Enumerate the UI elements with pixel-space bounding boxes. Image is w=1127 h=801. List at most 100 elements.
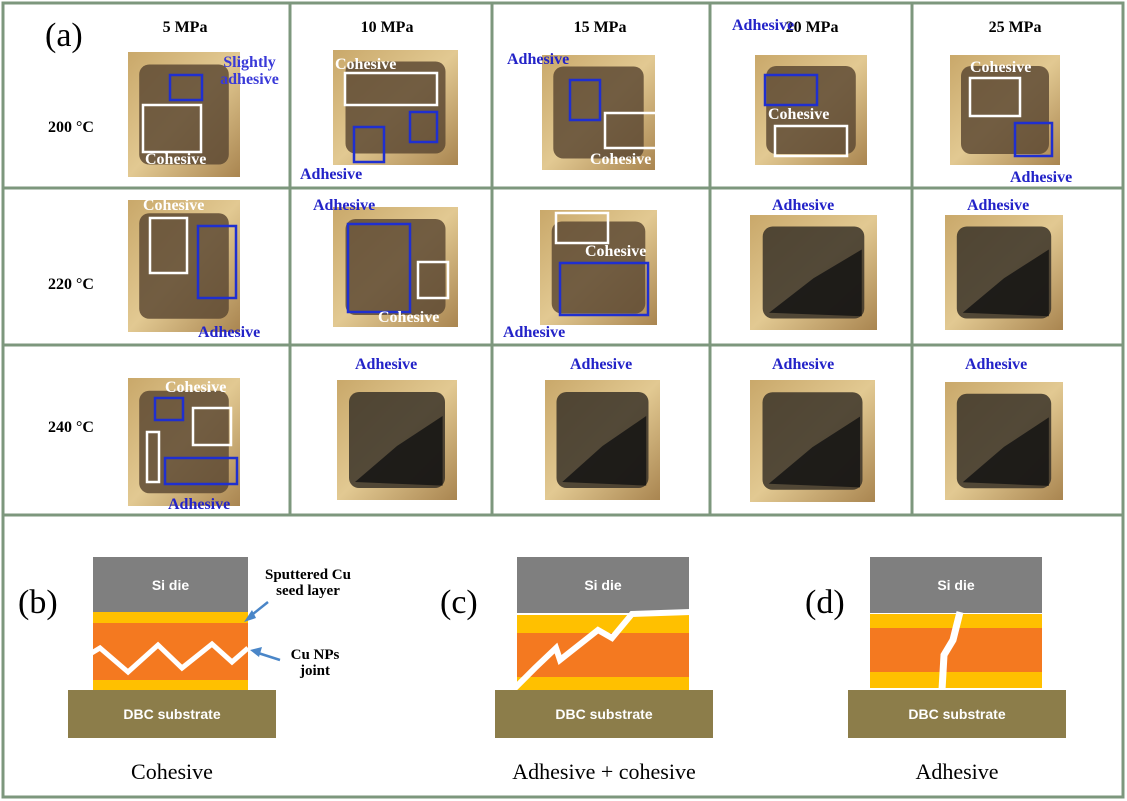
failure-label: Cohesive [585,243,647,260]
region-box [343,71,439,107]
caption: Cohesive [131,759,213,784]
panel-label: (d) [805,584,845,621]
crack [938,611,964,691]
layer-label: Si die [937,577,975,593]
bonded-area [345,61,446,154]
failure-label: Adhesive [168,496,231,513]
dbc-substrate [848,690,1066,738]
failure-label: Cohesive [378,309,440,326]
row-label: 240 °C [48,419,94,436]
region-box [416,260,450,300]
panel-label: (a) [45,17,83,54]
region-box [568,78,602,122]
failure-label: Cohesive [970,59,1032,76]
exposed-region [562,416,647,486]
column-header: 25 MPa [988,19,1042,36]
exposed-region [962,417,1049,486]
failure-label: Cohesive [590,151,652,168]
dbc-substrate [68,690,276,738]
caption: Adhesive [915,759,999,784]
column-header: 10 MPa [360,19,414,36]
layer-label: Si die [584,577,622,593]
failure-label: Adhesive [300,166,363,183]
region-box [603,111,659,150]
region-box [191,406,233,447]
seed-layer [870,672,1042,688]
failure-label: Adhesive [503,324,566,341]
seed-layer [517,677,689,690]
failure-label: Cohesive [143,197,205,214]
row-label: 200 °C [48,119,94,136]
row-label: 220 °C [48,276,94,293]
failure-label: Adhesive [732,17,795,34]
layer-label: DBC substrate [123,706,221,722]
void [517,613,630,615]
failure-label: Adhesive [313,197,376,214]
failure-label: Cohesive [335,56,397,73]
region-box [1013,121,1054,158]
annotation: Cu NPs joint [290,647,340,679]
crack [78,640,250,676]
region-box [763,73,819,107]
region-box [163,456,239,486]
region-box [153,396,185,422]
joint [93,623,248,680]
failure-label: Adhesive [570,356,633,373]
si-die [870,557,1042,613]
region-box [554,211,610,245]
bonded-area [961,66,1049,154]
si-die [517,557,689,613]
failure-label: Adhesive [1010,169,1073,186]
arrowhead [244,610,256,622]
bonded-area [345,219,446,315]
si-die [93,557,248,613]
column-header: 15 MPa [573,19,627,36]
seed-layer [93,612,248,623]
failure-label: Cohesive [768,106,830,123]
failure-label: Adhesive [965,356,1028,373]
seed-layer [93,680,248,692]
crack [505,609,691,698]
bonded-area [139,390,229,494]
bonded-area [553,66,644,159]
joint [517,633,689,677]
layer-label: Si die [151,577,190,593]
failure-label: Cohesive [165,379,227,396]
exposed-region [768,416,860,488]
bonded-area [766,66,856,154]
failure-label: Adhesive [355,356,418,373]
bonded-area [139,64,229,165]
seed-layer [517,615,689,633]
column-header: 20 MPa [785,19,839,36]
exposed-region [962,249,1049,317]
region-box [145,430,161,484]
region-box [196,224,238,300]
panel-label: (b) [18,584,58,621]
failure-label: Adhesive [772,356,835,373]
region-box [558,261,650,317]
panel-label: (c) [440,584,478,621]
exposed-region [355,416,443,486]
region-box [148,216,189,275]
region-box [346,222,412,314]
caption: Adhesive + cohesive [512,759,696,784]
exposed-region [769,249,862,317]
failure-label: Adhesive [772,197,835,214]
layer-label: DBC substrate [908,706,1006,722]
arrowhead [250,647,262,657]
annotation: Sputtered Cu seed layer [265,567,351,599]
failure-label: Cohesive [145,151,207,168]
region-box [141,103,203,154]
layer-label: DBC substrate [555,706,653,722]
failure-label: Adhesive [198,324,261,341]
dbc-substrate [495,690,713,738]
bonded-area [139,213,229,319]
region-box [168,73,204,102]
region-box [773,124,849,158]
region-box [408,110,439,144]
bonded-area [551,221,646,314]
region-box [968,76,1022,118]
